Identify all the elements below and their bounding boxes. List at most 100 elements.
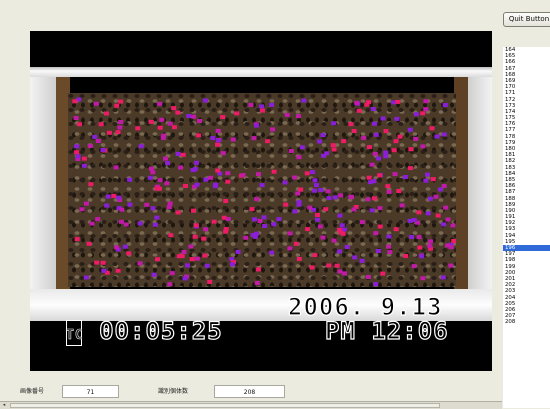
frame-list-item[interactable]: 174 (505, 108, 516, 115)
bee-marker (324, 151, 330, 156)
bee-marker (114, 245, 120, 250)
frame-list-item[interactable]: 184 (505, 170, 516, 177)
frame-list-item[interactable]: 186 (505, 183, 516, 190)
bee-marker (366, 100, 372, 105)
bee-marker (299, 145, 305, 150)
bee-marker (208, 175, 214, 180)
bee-marker (192, 234, 198, 239)
bee-marker (282, 180, 288, 185)
bee-marker (168, 233, 174, 238)
bee-marker (176, 254, 182, 259)
bee-marker (413, 136, 419, 141)
frame-list-item[interactable]: 169 (505, 77, 516, 84)
bee-marker (190, 168, 196, 173)
frame-list-item[interactable]: 177 (505, 127, 516, 134)
bee-marker (182, 276, 188, 281)
hive-frame-right (468, 77, 492, 289)
bee-marker (351, 207, 357, 212)
frame-list-item[interactable]: 191 (505, 214, 516, 221)
bee-marker (259, 104, 265, 109)
bee-marker (337, 269, 343, 274)
frame-list-item[interactable]: 189 (505, 201, 516, 208)
frame-list-item[interactable]: 195 (505, 238, 516, 245)
frame-list-item[interactable]: 207 (505, 313, 516, 320)
bee-marker (317, 139, 322, 144)
frame-list-item[interactable]: 200 (505, 269, 516, 276)
frame-list-item[interactable]: 193 (505, 226, 516, 233)
frame-list[interactable]: 164 165 166 167 168 169 170 171 172 173 174 175 176 1… (503, 47, 550, 408)
frame-list-item[interactable]: 170 (505, 84, 516, 91)
bee-marker (259, 183, 265, 188)
clock-stamp: PM 12:06 (324, 316, 449, 345)
bee-marker (167, 201, 173, 206)
bee-marker (89, 221, 95, 226)
frame-list-item[interactable]: 208 (505, 319, 516, 326)
tc-badge (66, 320, 82, 346)
frame-list-item[interactable]: 175 (505, 115, 516, 122)
frame-list-item[interactable]: 206 (505, 306, 516, 313)
bee-marker (203, 177, 209, 182)
frame-list-item[interactable]: 166 (505, 59, 516, 66)
bee-marker (137, 261, 143, 266)
bee-marker (386, 234, 392, 239)
frame-list-item[interactable]: 171 (505, 90, 516, 97)
bee-marker (312, 178, 318, 183)
bee-marker (203, 98, 208, 103)
frame-list-item[interactable]: 172 (505, 96, 516, 103)
frame-list-item[interactable]: 173 (505, 102, 516, 109)
frame-list-item[interactable]: 182 (505, 158, 516, 165)
frame-list-item[interactable]: 180 (505, 146, 516, 152)
frame-list-item[interactable]: 202 (505, 282, 516, 289)
bee-marker (171, 106, 177, 111)
frame-list-item[interactable]: 167 (505, 65, 516, 72)
bee-marker (372, 121, 377, 126)
bee-marker (207, 279, 213, 284)
bee-marker (425, 172, 430, 177)
quit-button[interactable]: Quit Button (503, 12, 550, 27)
frame-list-item[interactable]: 168 (505, 71, 516, 78)
bee-marker (161, 133, 167, 138)
bee-marker (115, 247, 121, 252)
identified-count-field[interactable]: 208 (214, 385, 285, 398)
bee-marker (261, 215, 267, 220)
frame-list-item[interactable]: 201 (505, 275, 516, 282)
bee-marker (326, 196, 332, 201)
bee-marker (271, 169, 277, 174)
frame-list-item[interactable]: 188 (505, 195, 516, 202)
bee-marker (154, 186, 160, 191)
bee-marker (368, 180, 374, 185)
frame-list-item[interactable]: 197 (505, 251, 516, 258)
frame-list-item[interactable]: 190 (505, 207, 516, 214)
frame-list-item[interactable]: 179 (505, 139, 516, 146)
frame-list-item[interactable]: 183 (505, 164, 516, 171)
scroll-left-arrow-icon[interactable]: ◂ (2, 402, 6, 408)
frame-list-item[interactable]: 185 (505, 176, 516, 183)
frame-list-item[interactable]: 181 (505, 152, 516, 159)
frame-list-item[interactable]: 165 (505, 53, 516, 60)
bee-marker (311, 188, 317, 193)
frame-list-item[interactable]: 164 (505, 47, 516, 53)
bee-marker (225, 217, 231, 221)
frame-list-item[interactable]: 176 (505, 121, 516, 128)
frame-list-item[interactable]: 187 (505, 189, 516, 196)
frame-list-item[interactable]: 178 (505, 133, 516, 140)
frame-list-item[interactable]: 203 (505, 288, 516, 295)
bee-marker (428, 239, 433, 244)
bee-marker (252, 234, 258, 239)
bee-marker (211, 219, 217, 224)
bee-marker (220, 115, 226, 119)
frame-list-item[interactable]: 204 (505, 294, 516, 301)
bee-marker (383, 129, 389, 134)
bee-marker (235, 249, 241, 254)
frame-list-item[interactable]: 192 (505, 220, 516, 227)
frame-list-item[interactable]: 198 (505, 257, 516, 264)
frame-list-item[interactable]: 194 (505, 232, 516, 239)
frame-list-item[interactable]: 196 (503, 245, 550, 252)
image-number-field[interactable]: 71 (62, 385, 119, 398)
frame-list-item[interactable]: 205 (505, 300, 516, 307)
frame-list-item[interactable]: 199 (505, 263, 516, 270)
bee-marker (105, 194, 111, 199)
bee-marker (373, 231, 379, 236)
scroll-thumb[interactable] (10, 403, 440, 408)
bee-marker (336, 227, 342, 232)
